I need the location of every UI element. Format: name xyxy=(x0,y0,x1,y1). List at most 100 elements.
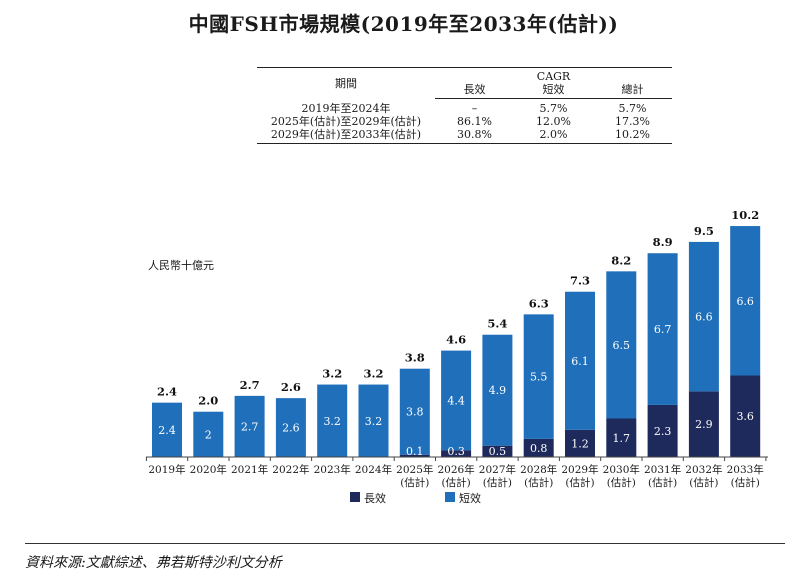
table-row: 2019年至2024年 – 5.7% 5.7% xyxy=(257,99,672,116)
bar-segment-long xyxy=(730,375,761,457)
x-tick-label: (估計) xyxy=(731,476,760,489)
table-row: 2029年(估計)至2033年(估計) 30.8% 2.0% 10.2% xyxy=(257,128,672,144)
period-cell: 2025年(估計)至2029年(估計) xyxy=(270,115,422,128)
data-label-long: 2.3 xyxy=(654,425,672,438)
data-label-total: 8.2 xyxy=(611,253,631,267)
data-label-long: 1.2 xyxy=(571,437,589,450)
x-tick-label: 2024年 xyxy=(355,463,392,476)
data-label-short: 4.9 xyxy=(489,384,507,397)
long-cell: – xyxy=(471,102,478,115)
bar-segment-long xyxy=(441,450,472,457)
data-label-total: 2.4 xyxy=(157,385,177,399)
x-tick-label: (估計) xyxy=(524,476,553,489)
data-label-total: 4.6 xyxy=(446,333,466,347)
x-tick-label: 2020年 xyxy=(190,463,227,476)
page-title: 中國FSH市場規模(2019年至2033年(估計)) xyxy=(188,12,619,36)
x-tick-label: 2023年 xyxy=(314,463,351,476)
col-header-total: 總計 xyxy=(593,83,672,99)
bar-segment-short xyxy=(193,411,224,457)
data-label-short: 6.1 xyxy=(571,355,589,368)
data-label-short: 4.4 xyxy=(447,394,465,407)
x-tick-label: 2022年 xyxy=(272,463,309,476)
x-tick-label: 2032年 xyxy=(685,463,722,476)
legend-swatch-short xyxy=(445,492,455,502)
x-tick-label: (估計) xyxy=(607,476,636,489)
bar-segment-short xyxy=(606,271,637,419)
data-label-short: 5.5 xyxy=(530,371,548,384)
bar-segment-short xyxy=(152,402,182,457)
x-tick-label: 2031年 xyxy=(644,463,681,476)
data-label-total: 2.0 xyxy=(198,394,218,408)
data-label-short: 6.6 xyxy=(695,311,713,324)
cagr-header: CAGR xyxy=(435,67,672,83)
data-label-long: 2.9 xyxy=(695,418,713,431)
bar-segment-long xyxy=(647,404,678,457)
period-header: 期間 xyxy=(257,67,435,99)
x-tick-label: (估計) xyxy=(483,476,512,489)
data-label-long: 1.7 xyxy=(613,432,631,445)
total-cell: 10.2% xyxy=(593,128,672,144)
x-tick-label: (估計) xyxy=(689,476,718,489)
bar-segment-short xyxy=(482,334,513,446)
data-label-short: 2.6 xyxy=(282,422,300,435)
data-label-short: 3.2 xyxy=(323,415,341,428)
bar-segment-long xyxy=(688,391,719,457)
bar-segment-long xyxy=(565,429,595,457)
short-cell: 2.0% xyxy=(514,128,593,144)
data-label-short: 2.7 xyxy=(241,420,259,433)
col-header-long: 長效 xyxy=(435,83,514,99)
legend-swatch-long xyxy=(350,492,360,502)
x-tick-label: 2021年 xyxy=(231,463,268,476)
legend-label-long: 長效 xyxy=(364,491,386,505)
data-label-total: 9.5 xyxy=(694,224,714,238)
period-cell: 2019年至2024年 xyxy=(301,101,391,115)
bar-segment-short xyxy=(441,350,472,451)
x-tick-label: 2027年 xyxy=(479,463,516,476)
long-cell: 86.1% xyxy=(457,115,492,128)
x-tick-label: (估計) xyxy=(400,476,429,489)
x-tick-label: 2029年 xyxy=(561,463,598,476)
total-cell: 5.7% xyxy=(618,102,647,115)
data-label-total: 3.2 xyxy=(322,367,342,381)
data-label-total: 2.6 xyxy=(281,380,301,394)
short-cell: 12.0% xyxy=(536,115,571,128)
data-label-long: 0.1 xyxy=(406,445,424,458)
bar-segment-short xyxy=(523,314,554,439)
x-tick-label: 2028年 xyxy=(520,463,557,476)
data-label-total: 8.9 xyxy=(653,235,673,249)
x-tick-label: 2033年 xyxy=(727,463,764,476)
short-cell: 5.7% xyxy=(539,102,568,115)
data-label-total: 10.2 xyxy=(731,208,759,222)
data-label-long: 0.5 xyxy=(489,445,507,458)
bar-segment-short xyxy=(399,368,430,455)
x-tick-label: (估計) xyxy=(648,476,677,489)
table-row: 2025年(估計)至2029年(估計) 86.1% 12.0% 17.3% xyxy=(257,115,672,128)
data-label-total: 3.8 xyxy=(405,351,425,365)
data-label-short: 3.2 xyxy=(365,415,383,428)
col-header-short: 短效 xyxy=(514,83,593,99)
data-label-total: 5.4 xyxy=(487,317,507,331)
bar-segment-short xyxy=(317,384,348,457)
data-label-short: 6.6 xyxy=(736,295,754,308)
data-label-short: 2.4 xyxy=(158,424,176,437)
stacked-bar-chart: 2.4 2.4 2019年 2 2.0 2020年 2.7 2.7 2021年 2.6 2.6 202… xyxy=(145,208,768,505)
data-label-long: 0.3 xyxy=(447,445,465,458)
data-label-short: 3.8 xyxy=(406,406,424,419)
bar-segment-short xyxy=(730,226,761,376)
data-label-long: 0.8 xyxy=(530,442,548,455)
unit-label: 人民幣十億元 xyxy=(148,259,214,272)
source-note: 資料來源:文獻綜述、弗若斯特沙利文分析 xyxy=(25,543,785,572)
x-tick-label: 2026年 xyxy=(437,463,474,476)
x-tick-label: (估計) xyxy=(565,476,594,489)
x-tick-label: 2030年 xyxy=(603,463,640,476)
bar-segment-short xyxy=(647,253,678,405)
bar-segment-short xyxy=(234,395,265,457)
x-tick-label: 2019年 xyxy=(148,463,185,476)
bar-segment-short xyxy=(358,384,389,457)
bar-segment-short xyxy=(275,398,306,457)
bar-segment-long xyxy=(399,454,430,457)
data-label-short: 6.7 xyxy=(654,323,672,336)
bar-segment-short xyxy=(688,241,719,392)
bar-segment-long xyxy=(482,445,513,457)
data-label-total: 7.3 xyxy=(570,274,590,288)
